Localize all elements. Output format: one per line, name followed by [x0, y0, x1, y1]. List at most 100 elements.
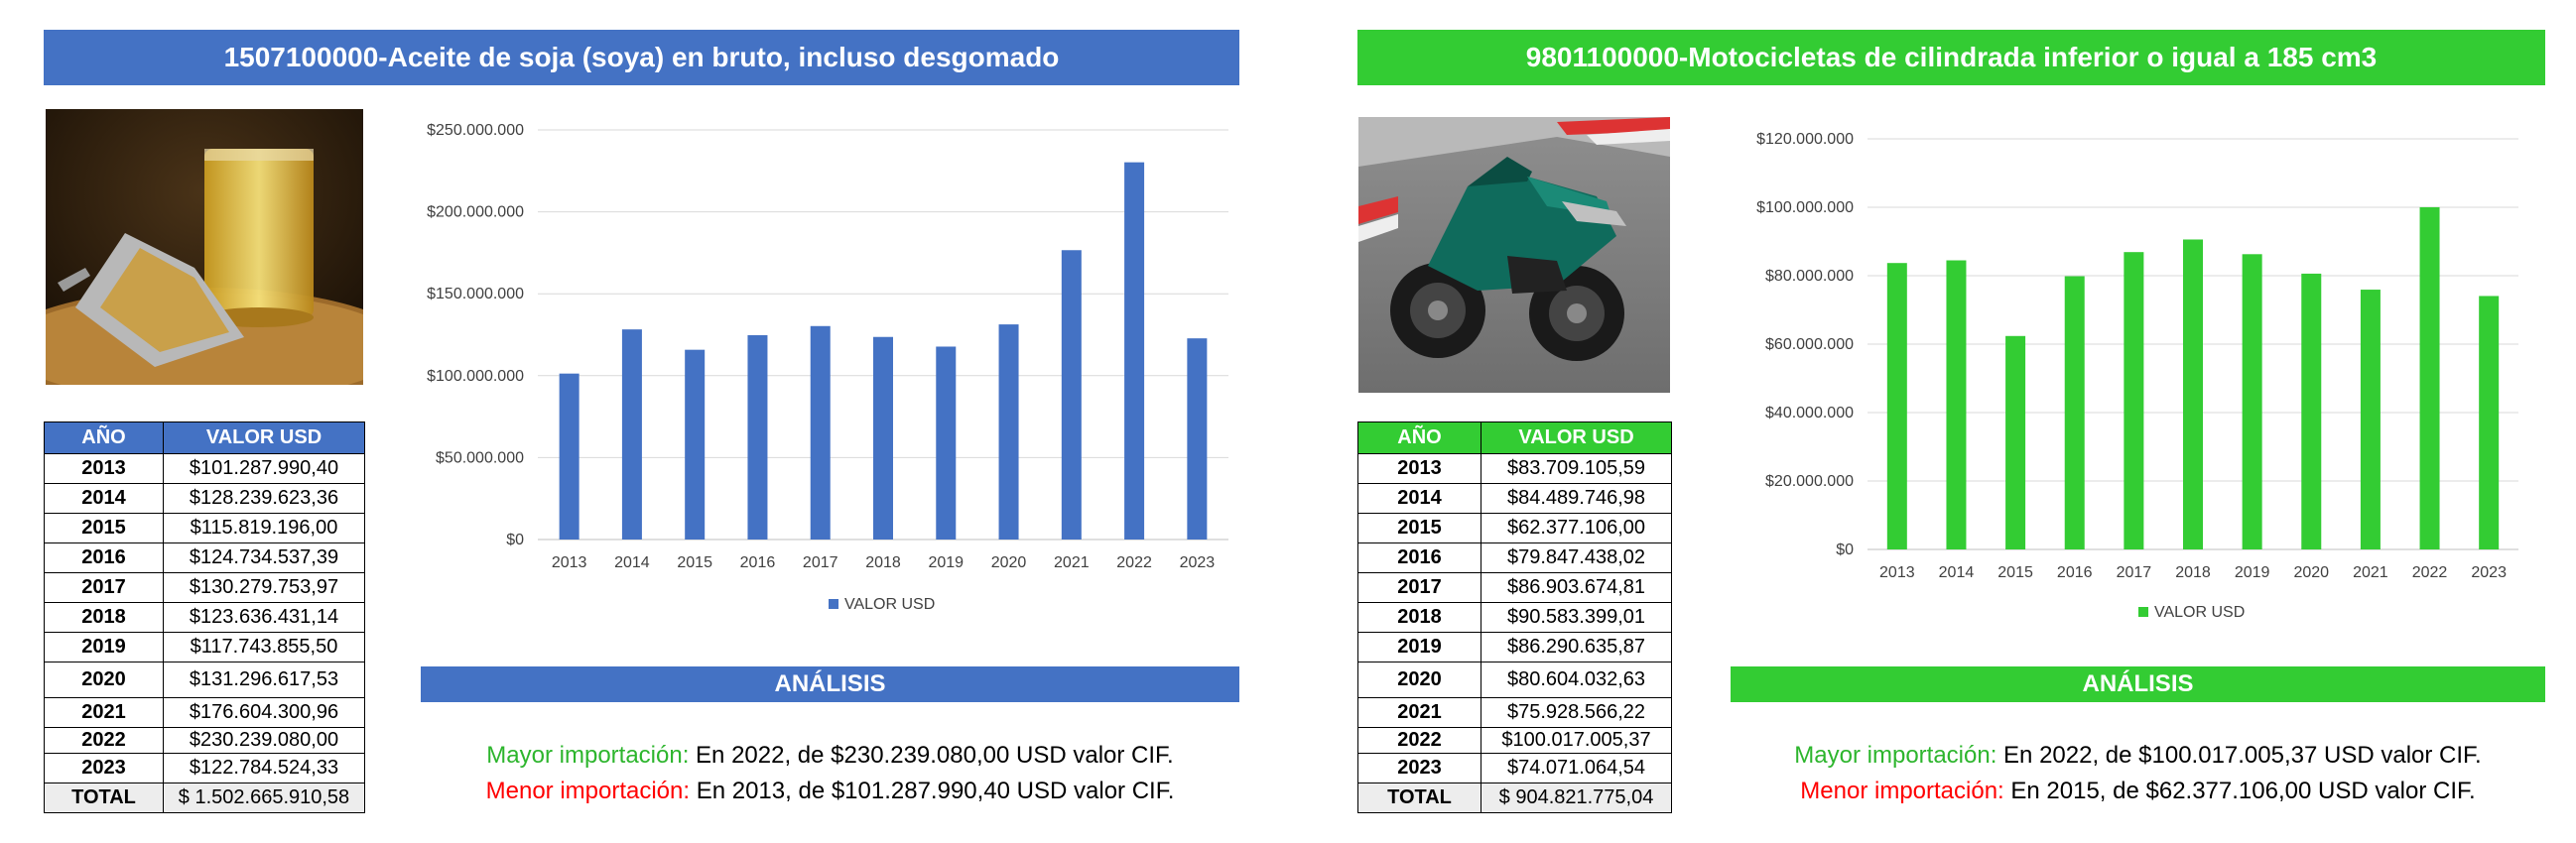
year-cell: 2015	[45, 514, 164, 543]
y-tick-label: $80.000.000	[1765, 268, 1854, 285]
x-tick-label: 2020	[991, 554, 1027, 571]
value-cell: $83.709.105,59	[1481, 454, 1672, 484]
x-tick-label: 2019	[2235, 564, 2270, 581]
y-tick-label: $40.000.000	[1765, 405, 1854, 422]
year-cell: 2021	[45, 698, 164, 728]
table-row: 2022 $230.239.080,00	[45, 728, 365, 754]
value-cell: $128.239.623,36	[164, 484, 365, 514]
table-row: 2021 $75.928.566,22	[1358, 698, 1672, 728]
motorcycle-image	[1358, 117, 1670, 393]
x-tick-label: 2014	[614, 554, 650, 571]
x-tick-label: 2022	[2412, 564, 2448, 581]
value-cell: $75.928.566,22	[1481, 698, 1672, 728]
total-value: $ 904.821.775,04	[1481, 783, 1672, 813]
table-total-row: TOTAL $ 1.502.665.910,58	[45, 783, 365, 813]
x-tick-label: 2013	[552, 554, 587, 571]
y-tick-label: $0	[506, 532, 524, 548]
year-cell: 2019	[45, 633, 164, 662]
bar-2014	[622, 329, 642, 540]
value-cell: $124.734.537,39	[164, 543, 365, 573]
x-tick-label: 2023	[1180, 554, 1216, 571]
left-chart-svg: $0 $50.000.000 $100.000.000 $150.000.000 $20…	[417, 109, 1240, 625]
mayor-text: En 2022, de $230.239.080,00 USD valor CI…	[689, 742, 1173, 769]
value-cell: $100.017.005,37	[1481, 728, 1672, 754]
bar-2015	[2005, 336, 2025, 549]
x-tick-label: 2021	[2353, 564, 2388, 581]
table-row: 2017 $130.279.753,97	[45, 573, 365, 603]
y-tick-label: $250.000.000	[427, 122, 524, 139]
year-cell: 2023	[1358, 754, 1481, 783]
legend-swatch	[2138, 607, 2148, 617]
table-row: 2013 $83.709.105,59	[1358, 454, 1672, 484]
table-total-row: TOTAL $ 904.821.775,04	[1358, 783, 1672, 813]
year-cell: 2017	[1358, 573, 1481, 603]
table-row: 2018 $90.583.399,01	[1358, 603, 1672, 633]
table-row: 2020 $131.296.617,53	[45, 662, 365, 698]
year-cell: 2022	[45, 728, 164, 754]
bar-2018	[873, 337, 893, 540]
left-bar-chart: $0 $50.000.000 $100.000.000 $150.000.000 $20…	[417, 109, 1240, 625]
value-cell: $131.296.617,53	[164, 662, 365, 698]
y-tick-label: $0	[1836, 542, 1854, 558]
year-cell: 2017	[45, 573, 164, 603]
bar-2023	[2479, 296, 2499, 549]
year-cell: 2016	[45, 543, 164, 573]
y-tick-label: $100.000.000	[1756, 199, 1854, 216]
year-cell: 2013	[1358, 454, 1481, 484]
value-cell: $84.489.746,98	[1481, 484, 1672, 514]
soybean-oil-photo	[46, 109, 363, 385]
left-values-table: AÑO VALOR USD 2013 $101.287.990,40 2014 $1…	[44, 422, 365, 813]
year-cell: 2023	[45, 754, 164, 783]
table-row: 2020 $80.604.032,63	[1358, 662, 1672, 698]
table-row: 2023 $122.784.524,33	[45, 754, 365, 783]
value-cell: $79.847.438,02	[1481, 543, 1672, 573]
total-label: TOTAL	[45, 783, 164, 813]
value-cell: $176.604.300,96	[164, 698, 365, 728]
legend-label: VALOR USD	[844, 596, 935, 613]
y-tick-label: $60.000.000	[1765, 336, 1854, 353]
bar-2017	[2124, 252, 2143, 549]
bar-2020	[2301, 274, 2321, 549]
bar-2023	[1187, 338, 1207, 540]
y-tick-label: $20.000.000	[1765, 473, 1854, 490]
value-cell: $130.279.753,97	[164, 573, 365, 603]
table-row: 2015 $115.819.196,00	[45, 514, 365, 543]
header-year: AÑO	[45, 422, 164, 454]
bar-2013	[1887, 263, 1907, 549]
value-cell: $62.377.106,00	[1481, 514, 1672, 543]
value-cell: $122.784.524,33	[164, 754, 365, 783]
left-analysis-mayor: Mayor importación: En 2022, de $230.239.…	[421, 742, 1239, 770]
left-panel-title: 1507100000-Aceite de soja (soya) en brut…	[44, 30, 1239, 85]
bar-2022	[2420, 207, 2440, 549]
y-tick-label: $50.000.000	[436, 449, 524, 466]
table-row: 2016 $79.847.438,02	[1358, 543, 1672, 573]
year-cell: 2016	[1358, 543, 1481, 573]
table-row: 2018 $123.636.431,14	[45, 603, 365, 633]
year-cell: 2019	[1358, 633, 1481, 662]
y-tick-label: $100.000.000	[427, 368, 524, 385]
x-tick-label: 2017	[803, 554, 838, 571]
menor-label: Menor importación:	[486, 778, 690, 804]
header-year: AÑO	[1358, 422, 1481, 454]
value-cell: $101.287.990,40	[164, 454, 365, 484]
value-cell: $86.903.674,81	[1481, 573, 1672, 603]
bar-2021	[1062, 250, 1082, 540]
header-value: VALOR USD	[164, 422, 365, 454]
year-cell: 2020	[1358, 662, 1481, 698]
menor-label: Menor importación:	[1800, 778, 2003, 804]
bar-2014	[1946, 261, 1966, 549]
x-tick-label: 2021	[1054, 554, 1090, 571]
right-analysis-heading: ANÁLISIS	[1731, 666, 2545, 702]
table-row: 2017 $86.903.674,81	[1358, 573, 1672, 603]
left-analysis-heading: ANÁLISIS	[421, 666, 1239, 702]
year-cell: 2014	[1358, 484, 1481, 514]
y-tick-label: $200.000.000	[427, 204, 524, 221]
right-chart-svg: $0 $20.000.000 $40.000.000 $60.000.000 $80.0…	[1727, 117, 2540, 633]
menor-text: En 2015, de $62.377.106,00 USD valor CIF…	[2004, 778, 2476, 804]
table-row: 2016 $124.734.537,39	[45, 543, 365, 573]
left-analysis-menor: Menor importación: En 2013, de $101.287.…	[421, 778, 1239, 805]
table-row: 2019 $117.743.855,50	[45, 633, 365, 662]
bar-2013	[560, 374, 580, 540]
year-cell: 2013	[45, 454, 164, 484]
bar-2016	[747, 335, 767, 540]
